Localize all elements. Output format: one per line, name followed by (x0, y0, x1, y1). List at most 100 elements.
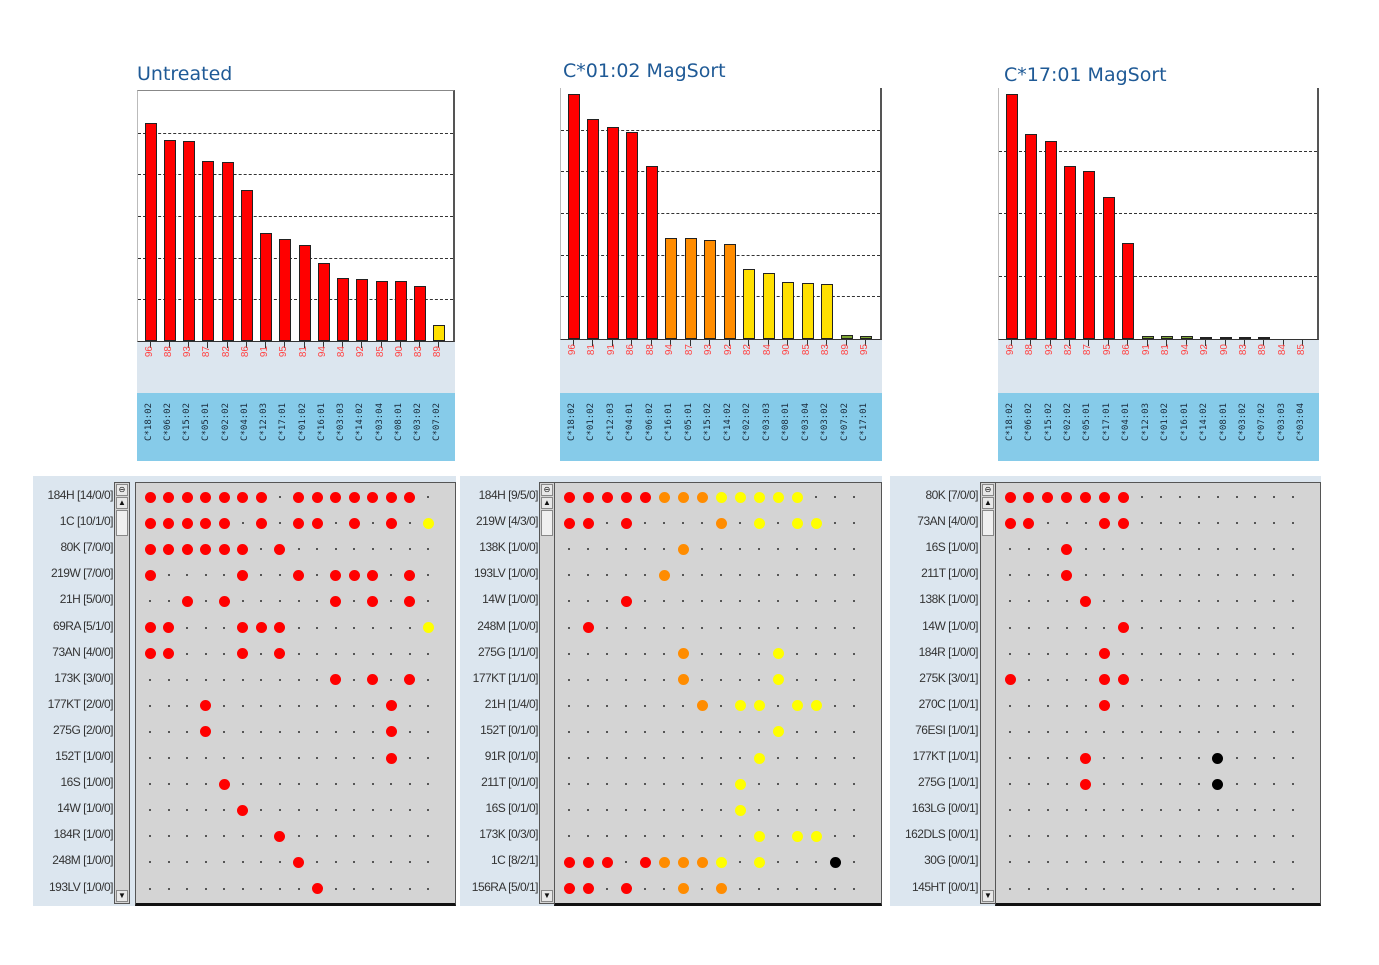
match-dot[interactable] (639, 856, 651, 868)
match-dot[interactable] (218, 491, 230, 503)
match-dot[interactable] (772, 674, 784, 686)
match-dot[interactable] (658, 856, 670, 868)
match-dot[interactable] (639, 491, 651, 503)
row-label[interactable]: 16S [1/0/0] (925, 540, 978, 555)
row-label[interactable]: 14W [1/0/0] (57, 801, 113, 816)
match-dot[interactable] (144, 648, 156, 660)
match-dot[interactable] (330, 491, 342, 503)
match-dot[interactable] (1098, 517, 1110, 529)
match-dot[interactable] (293, 491, 304, 503)
row-label[interactable]: 76ESI [1/0/1] (915, 722, 978, 737)
match-dot[interactable] (715, 883, 727, 894)
row-label[interactable]: 21H [5/0/0] (59, 592, 114, 607)
scroll-up-button[interactable]: ▲ (116, 497, 128, 509)
row-label[interactable]: 184R [1/0/0] (918, 644, 979, 659)
match-dot[interactable] (274, 648, 286, 660)
match-dot[interactable] (677, 883, 689, 894)
row-label[interactable]: 145HT [0/0/1] (912, 879, 979, 894)
row-label[interactable]: 91R [0/1/0] (484, 749, 539, 763)
match-dot[interactable] (237, 569, 249, 581)
match-dot[interactable] (385, 726, 397, 738)
match-dot[interactable] (200, 700, 212, 712)
match-dot[interactable] (791, 830, 803, 842)
scrollbar[interactable]: ⊖ ▲ ▼ (980, 482, 996, 904)
match-dot[interactable] (1061, 543, 1073, 555)
scroll-thumb[interactable] (116, 510, 128, 536)
match-dot[interactable] (791, 491, 803, 503)
match-dot[interactable] (677, 543, 689, 555)
match-dot[interactable] (734, 700, 746, 712)
match-dot[interactable] (163, 622, 175, 633)
match-dot[interactable] (1061, 569, 1073, 581)
match-dot[interactable] (163, 517, 175, 529)
match-dot[interactable] (255, 622, 267, 633)
match-dot[interactable] (620, 883, 632, 894)
row-label[interactable]: 177KT [1/0/1] (912, 749, 979, 763)
match-dot[interactable] (753, 700, 765, 712)
match-dot[interactable] (144, 491, 156, 503)
row-label[interactable]: 1C [10/1/0] (59, 514, 114, 529)
row-label[interactable]: 80K [7/0/0] (925, 488, 978, 502)
match-dot[interactable] (601, 491, 613, 503)
scroll-up-button[interactable]: ▲ (982, 497, 994, 509)
match-dot[interactable] (1117, 622, 1129, 633)
match-dot[interactable] (753, 830, 765, 842)
match-dot[interactable] (1080, 778, 1091, 790)
match-dot[interactable] (200, 543, 212, 555)
row-label[interactable]: 163LG [0/0/1] (911, 801, 979, 816)
row-label[interactable]: 138K [1/0/0] (479, 540, 538, 555)
match-dot[interactable] (734, 778, 746, 790)
row-label[interactable]: 30G [0/0/1] (924, 853, 978, 868)
match-dot[interactable] (181, 543, 193, 555)
match-dot[interactable] (274, 543, 286, 555)
match-dot[interactable] (311, 883, 323, 894)
match-dot[interactable] (237, 491, 249, 503)
match-dot[interactable] (385, 700, 397, 712)
match-dot[interactable] (404, 674, 416, 686)
row-label[interactable]: 275G [1/1/0] (477, 644, 539, 659)
row-label[interactable]: 152T [1/0/0] (55, 749, 113, 763)
row-label[interactable]: 177KT [2/0/0] (47, 696, 114, 711)
match-dot[interactable] (385, 491, 397, 503)
row-label[interactable]: 248M [1/0/0] (477, 618, 538, 633)
match-dot[interactable] (311, 491, 323, 503)
row-label[interactable]: 80K [7/0/0] (60, 540, 113, 555)
match-dot[interactable] (715, 856, 727, 868)
match-dot[interactable] (620, 595, 632, 607)
row-label[interactable]: 184H [14/0/0] (47, 488, 113, 502)
match-dot[interactable] (144, 622, 156, 633)
match-dot[interactable] (367, 491, 379, 503)
match-dot[interactable] (163, 648, 175, 660)
row-label[interactable]: 211T [0/1/0] (481, 775, 538, 790)
row-label[interactable]: 162DLS [0/0/1] (904, 827, 979, 842)
match-dot[interactable] (404, 595, 416, 607)
match-dot[interactable] (1080, 491, 1091, 503)
match-dot[interactable] (330, 674, 342, 686)
collapse-icon[interactable]: ⊖ (541, 484, 553, 496)
match-dot[interactable] (696, 491, 708, 503)
row-label[interactable]: 177KT [1/1/0] (472, 670, 539, 685)
match-dot[interactable] (200, 491, 212, 503)
scroll-thumb[interactable] (541, 510, 553, 536)
row-label[interactable]: 21H [1/4/0] (484, 696, 539, 711)
row-label[interactable]: 193LV [1/0/0] (49, 879, 114, 894)
match-dot[interactable] (810, 830, 822, 842)
match-dot[interactable] (237, 648, 249, 660)
match-dot[interactable] (255, 517, 267, 529)
match-dot[interactable] (772, 648, 784, 660)
match-dot[interactable] (1004, 674, 1016, 686)
scrollbar[interactable]: ⊖ ▲ ▼ (539, 482, 555, 904)
match-dot[interactable] (422, 622, 434, 633)
row-label[interactable]: 193LV [1/0/0] (474, 566, 539, 581)
match-dot[interactable] (791, 700, 803, 712)
match-dot[interactable] (620, 491, 632, 503)
row-label[interactable]: 275G [1/0/1] (917, 775, 979, 790)
scroll-down-button[interactable]: ▼ (982, 890, 994, 902)
row-label[interactable]: 275K [3/0/1] (919, 670, 978, 685)
match-dot[interactable] (829, 856, 841, 868)
match-dot[interactable] (1004, 491, 1016, 503)
match-dot[interactable] (144, 517, 156, 529)
match-dot[interactable] (753, 517, 765, 529)
scroll-thumb[interactable] (982, 510, 994, 536)
match-dot[interactable] (734, 804, 746, 816)
